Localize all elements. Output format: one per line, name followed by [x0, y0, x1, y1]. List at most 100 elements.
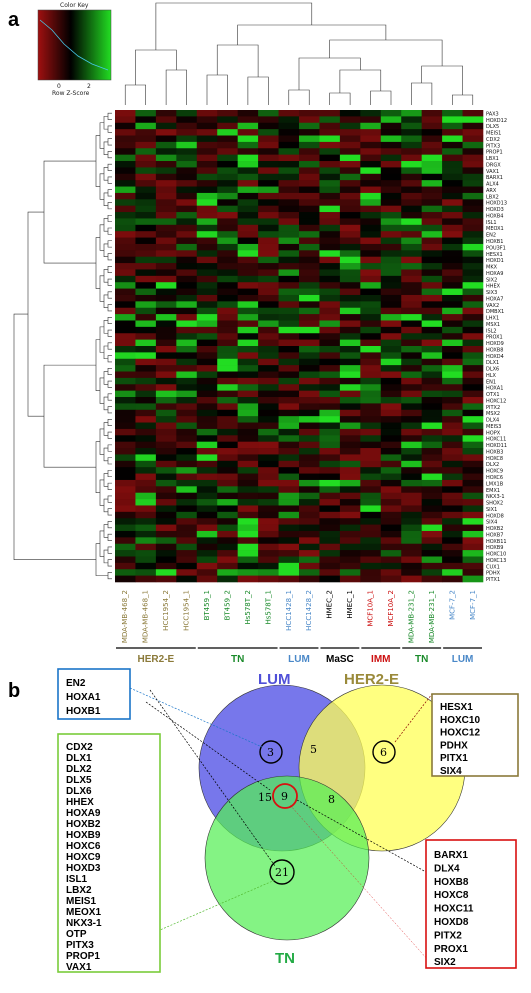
- heatmap-cell: [176, 231, 198, 238]
- heatmap-cell: [135, 301, 157, 309]
- connector-lines: [129, 687, 433, 961]
- heatmap-cell: [237, 167, 259, 175]
- heatmap-cell: [401, 409, 422, 417]
- heatmap-cell: [360, 358, 382, 366]
- heatmap-cell: [115, 269, 136, 277]
- heatmap-cell: [217, 161, 238, 168]
- heatmap-cell: [360, 346, 382, 353]
- heatmap-cell: [380, 116, 402, 124]
- heatmap-cell: [278, 365, 300, 372]
- heatmap-cell: [278, 518, 300, 525]
- heatmap-cell: [135, 511, 157, 519]
- heatmap-cell: [319, 294, 341, 302]
- heatmap-cell: [258, 486, 279, 493]
- heatmap-cell: [196, 473, 218, 481]
- dendrogram-branch: [107, 176, 112, 184]
- heatmap-cell: [278, 467, 300, 474]
- heatmap-cell: [196, 422, 218, 430]
- gene-label: DLX2: [486, 462, 499, 468]
- heatmap-cell: [135, 409, 157, 417]
- heatmap-cell: [155, 365, 177, 372]
- heatmap-cell: [237, 556, 259, 564]
- heatmap-cell: [258, 141, 279, 149]
- heatmap-cell: [299, 479, 320, 487]
- heatmap-cell: [360, 511, 382, 519]
- heatmap-cell: [442, 269, 463, 277]
- heatmap-cell: [299, 492, 320, 500]
- dendrogram-branch: [13, 313, 96, 560]
- heatmap-cell: [360, 416, 382, 423]
- heatmap-cell: [155, 575, 177, 583]
- gene-label: LMX1B: [486, 481, 504, 487]
- heatmap-cell: [299, 422, 320, 430]
- gene-label: MEOX1: [486, 226, 504, 232]
- heatmap-cell: [155, 301, 177, 309]
- heatmap-cell: [319, 397, 341, 404]
- connector-lum-tn-b: [145, 701, 271, 791]
- heatmap-cell: [339, 543, 361, 551]
- heatmap-cell: [299, 518, 320, 525]
- heatmap-cell: [237, 352, 259, 360]
- heatmap-cell: [135, 218, 157, 226]
- heatmap-cell: [380, 467, 402, 474]
- dendrogram-branch: [216, 44, 259, 77]
- heatmap-cell: [217, 307, 238, 315]
- heatmap-cell: [176, 154, 198, 162]
- heatmap-cell: [442, 154, 463, 162]
- heatmap-cell: [155, 473, 177, 481]
- heatmap-cell: [217, 499, 238, 506]
- heatmap-cell: [401, 454, 422, 462]
- heatmap-cell: [401, 122, 422, 130]
- gene-list-item: MEOX1: [66, 907, 101, 918]
- gene-list-item: HOXB9: [66, 830, 101, 841]
- dendrogram-branch: [43, 160, 96, 264]
- heatmap-cell: [135, 122, 157, 130]
- heatmap-cell: [278, 116, 300, 124]
- heatmap-cell: [196, 499, 218, 506]
- gene-label: HOXC10: [486, 552, 506, 558]
- gene-label: HOXC12: [486, 398, 506, 404]
- color-key-gradient: [37, 9, 112, 81]
- heatmap-cell: [258, 537, 279, 545]
- heatmap-cell: [421, 524, 443, 532]
- heatmap-cell: [319, 575, 341, 583]
- heatmap-cell: [442, 314, 463, 321]
- heatmap-cell: [237, 339, 259, 347]
- heatmap-cell: [217, 180, 238, 187]
- dendrogram-branch: [99, 530, 104, 557]
- heatmap-cell: [176, 320, 198, 328]
- heatmap-cell: [421, 454, 443, 462]
- heatmap-cell: [462, 505, 484, 513]
- connector-all: [296, 799, 427, 873]
- heatmap-cell: [258, 116, 279, 124]
- heatmap-cell: [299, 212, 320, 219]
- heatmap-cell: [319, 320, 341, 328]
- heatmap-cell: [299, 129, 320, 136]
- heatmap-cell: [421, 492, 443, 500]
- heatmap-cell: [442, 511, 463, 519]
- heatmap-cell: [115, 556, 136, 564]
- heatmap-cell: [278, 263, 300, 270]
- heatmap-cell: [135, 288, 157, 296]
- gene-label: ARX: [486, 188, 497, 194]
- heatmap-cell: [319, 186, 341, 194]
- heatmap-cell: [380, 486, 402, 493]
- heatmap-cell: [258, 148, 279, 155]
- heatmap-cell: [155, 167, 177, 175]
- heatmap-cell: [442, 416, 463, 423]
- heatmap-cell: [176, 294, 198, 302]
- gene-list-item: HOXD8: [434, 917, 469, 928]
- heatmap-cell: [258, 269, 279, 277]
- gene-label: PITX2: [486, 405, 500, 411]
- heatmap-cell: [176, 352, 198, 360]
- heatmap-cell: [237, 231, 259, 238]
- heatmap-cell: [442, 333, 463, 340]
- heatmap-cell: [258, 454, 279, 462]
- row-dendrogram: [13, 112, 112, 580]
- heatmap-cell: [135, 116, 157, 124]
- heatmap-cell: [237, 250, 259, 257]
- dendrogram-branch: [103, 141, 108, 155]
- heatmap-cell: [217, 441, 238, 449]
- gene-label: HESX1: [486, 252, 503, 258]
